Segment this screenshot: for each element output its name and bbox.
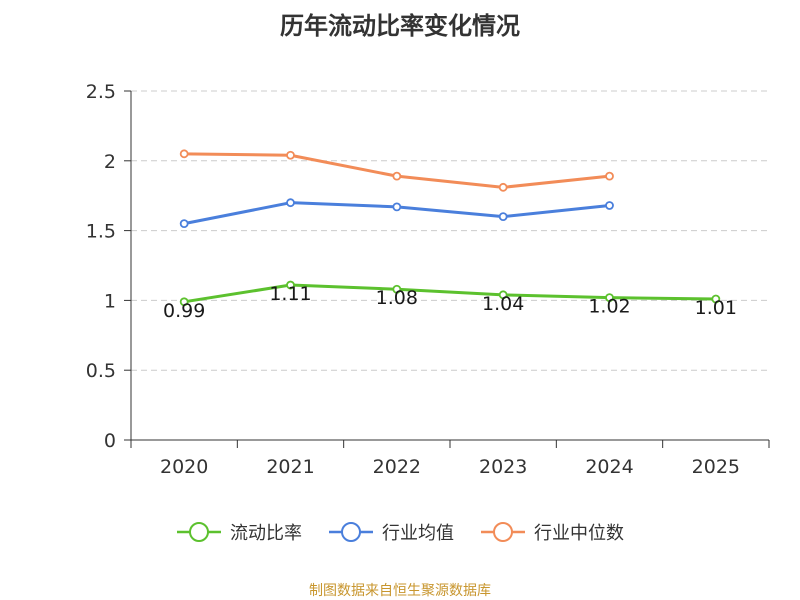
data-point [179,297,189,307]
data-point [392,171,402,181]
data-label: 1.01 [695,297,737,319]
data-point [179,149,189,159]
legend-label: 行业中位数 [534,523,624,544]
x-tick-label: 2025 [692,456,740,478]
data-label: 1.08 [376,287,418,309]
data-label: 1.04 [482,293,524,315]
legend-label: 流动比率 [230,523,302,544]
legend-marker-icon [177,522,221,542]
y-tick-label: 1 [104,290,116,312]
series-line-2 [182,152,611,189]
x-tick-label: 2021 [266,456,314,478]
grid-lines [131,90,769,371]
data-point [711,294,721,304]
legend-label: 行业均值 [382,523,454,544]
data-point [286,150,295,160]
axes: 0 0.5 1 1.5 2 2.5 2020 2021 2022 2023 2024 2025 [86,81,770,478]
x-tick-label: 2024 [585,456,633,478]
legend-marker-icon [329,522,373,542]
data-point [605,201,614,210]
data-point [392,202,402,212]
series-line-0 [182,283,718,304]
data-point [498,290,508,300]
chart-title: 历年流动比率变化情况 [280,12,520,40]
y-tick-label: 1.5 [86,221,116,243]
data-point [286,198,295,208]
data-point [498,182,508,192]
y-tick-label: 0 [104,430,116,452]
legend-item[interactable]: 行业中位数 [480,519,624,545]
data-label: 1.02 [588,296,630,318]
x-tick-label: 2020 [160,456,208,478]
data-point [498,212,508,222]
y-tick-label: 2.5 [86,81,116,103]
legend-item[interactable]: 行业均值 [328,519,454,545]
data-point [392,284,402,294]
y-tick-label: 2 [104,151,116,173]
legend-item[interactable]: 流动比率 [176,519,302,545]
data-label: 1.11 [269,283,311,305]
data-point [179,219,189,229]
data-point [286,280,295,290]
data-label: 0.99 [163,300,205,322]
data-labels: 0.99 1.11 1.08 1.04 1.02 1.01 [163,283,737,322]
source-note: 制图数据来自恒生聚源数据库 [309,583,491,599]
y-tick-label: 0.5 [86,360,116,382]
data-point [605,171,614,181]
data-point [605,293,614,303]
x-tick-label: 2022 [373,456,421,478]
series-lines [179,149,721,307]
legend: 流动比率 行业均值 行业中位数 [0,519,800,545]
legend-marker-icon [481,522,525,542]
x-tick-label: 2023 [479,456,527,478]
